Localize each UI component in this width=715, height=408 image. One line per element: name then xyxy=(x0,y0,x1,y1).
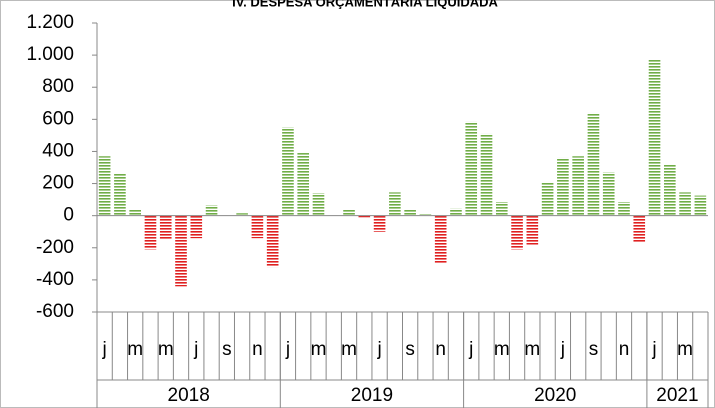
bar xyxy=(129,209,141,216)
x-tick-label: m xyxy=(158,339,174,360)
bar xyxy=(175,215,187,287)
year-label: 2018 xyxy=(168,385,210,406)
x-tick-label: n xyxy=(619,339,630,360)
bar xyxy=(297,153,310,216)
bar xyxy=(495,202,508,216)
y-tick-label: -200 xyxy=(36,237,74,258)
year-label: 2021 xyxy=(656,385,698,406)
y-tick-label: 200 xyxy=(42,173,74,194)
x-tick-label: n xyxy=(435,339,446,360)
bar xyxy=(282,127,294,216)
y-tick-label: 1.200 xyxy=(26,12,74,33)
x-tick-label: j xyxy=(193,339,198,360)
y-tick-label: 600 xyxy=(42,108,74,129)
x-tick-label: j xyxy=(560,339,565,360)
bar xyxy=(664,164,676,216)
bar xyxy=(648,59,661,216)
year-label: 2019 xyxy=(351,385,393,406)
bar xyxy=(526,215,539,245)
x-tick-label: j xyxy=(651,339,656,360)
x-tick-label: s xyxy=(589,339,599,360)
bar xyxy=(159,215,172,240)
y-tick-label: 0 xyxy=(63,205,74,226)
bar xyxy=(572,156,584,216)
x-tick-label: m xyxy=(524,339,540,360)
x-tick-label: j xyxy=(468,339,473,360)
bar xyxy=(419,214,432,216)
bar xyxy=(557,157,569,216)
y-tick-label: 400 xyxy=(42,140,74,161)
bar xyxy=(404,209,416,216)
bar xyxy=(98,156,111,216)
bar xyxy=(633,215,646,243)
bar xyxy=(144,215,157,250)
x-tick-label: j xyxy=(102,339,107,360)
bar xyxy=(373,215,386,232)
bar xyxy=(434,215,447,264)
bar xyxy=(236,213,248,216)
x-tick-label: m xyxy=(677,339,693,360)
bar xyxy=(251,215,264,239)
bar xyxy=(266,215,279,268)
bar xyxy=(511,215,523,250)
x-tick-label: j xyxy=(285,339,290,360)
x-tick-label: s xyxy=(222,339,232,360)
x-tick-label: m xyxy=(494,339,510,360)
chart-title: IV. DESPESA ORÇAMENTÁRIA LIQUIDADA xyxy=(232,0,498,9)
bar xyxy=(465,121,478,216)
bar xyxy=(602,172,615,216)
bar xyxy=(541,181,554,216)
bar xyxy=(450,208,462,216)
x-tick-label: s xyxy=(405,339,415,360)
x-tick-label: m xyxy=(127,339,143,360)
bar xyxy=(312,193,325,216)
bar xyxy=(679,192,691,216)
y-tick-label: -600 xyxy=(36,301,74,322)
bar xyxy=(190,215,203,239)
x-tick-label: m xyxy=(311,339,327,360)
y-tick-label: 800 xyxy=(42,76,74,97)
bar xyxy=(343,209,355,216)
bar xyxy=(205,205,218,216)
x-tick-label: m xyxy=(341,339,357,360)
bar xyxy=(358,215,371,218)
bar xyxy=(114,173,126,216)
x-tick-label: j xyxy=(376,339,381,360)
bar xyxy=(618,202,630,216)
year-label: 2020 xyxy=(534,385,576,406)
y-tick-label: 1.000 xyxy=(26,44,74,65)
x-tick-label: n xyxy=(252,339,263,360)
y-tick-label: -400 xyxy=(36,269,74,290)
bar xyxy=(389,192,401,216)
bar xyxy=(694,195,707,216)
bar xyxy=(587,112,600,216)
bar xyxy=(480,133,493,216)
